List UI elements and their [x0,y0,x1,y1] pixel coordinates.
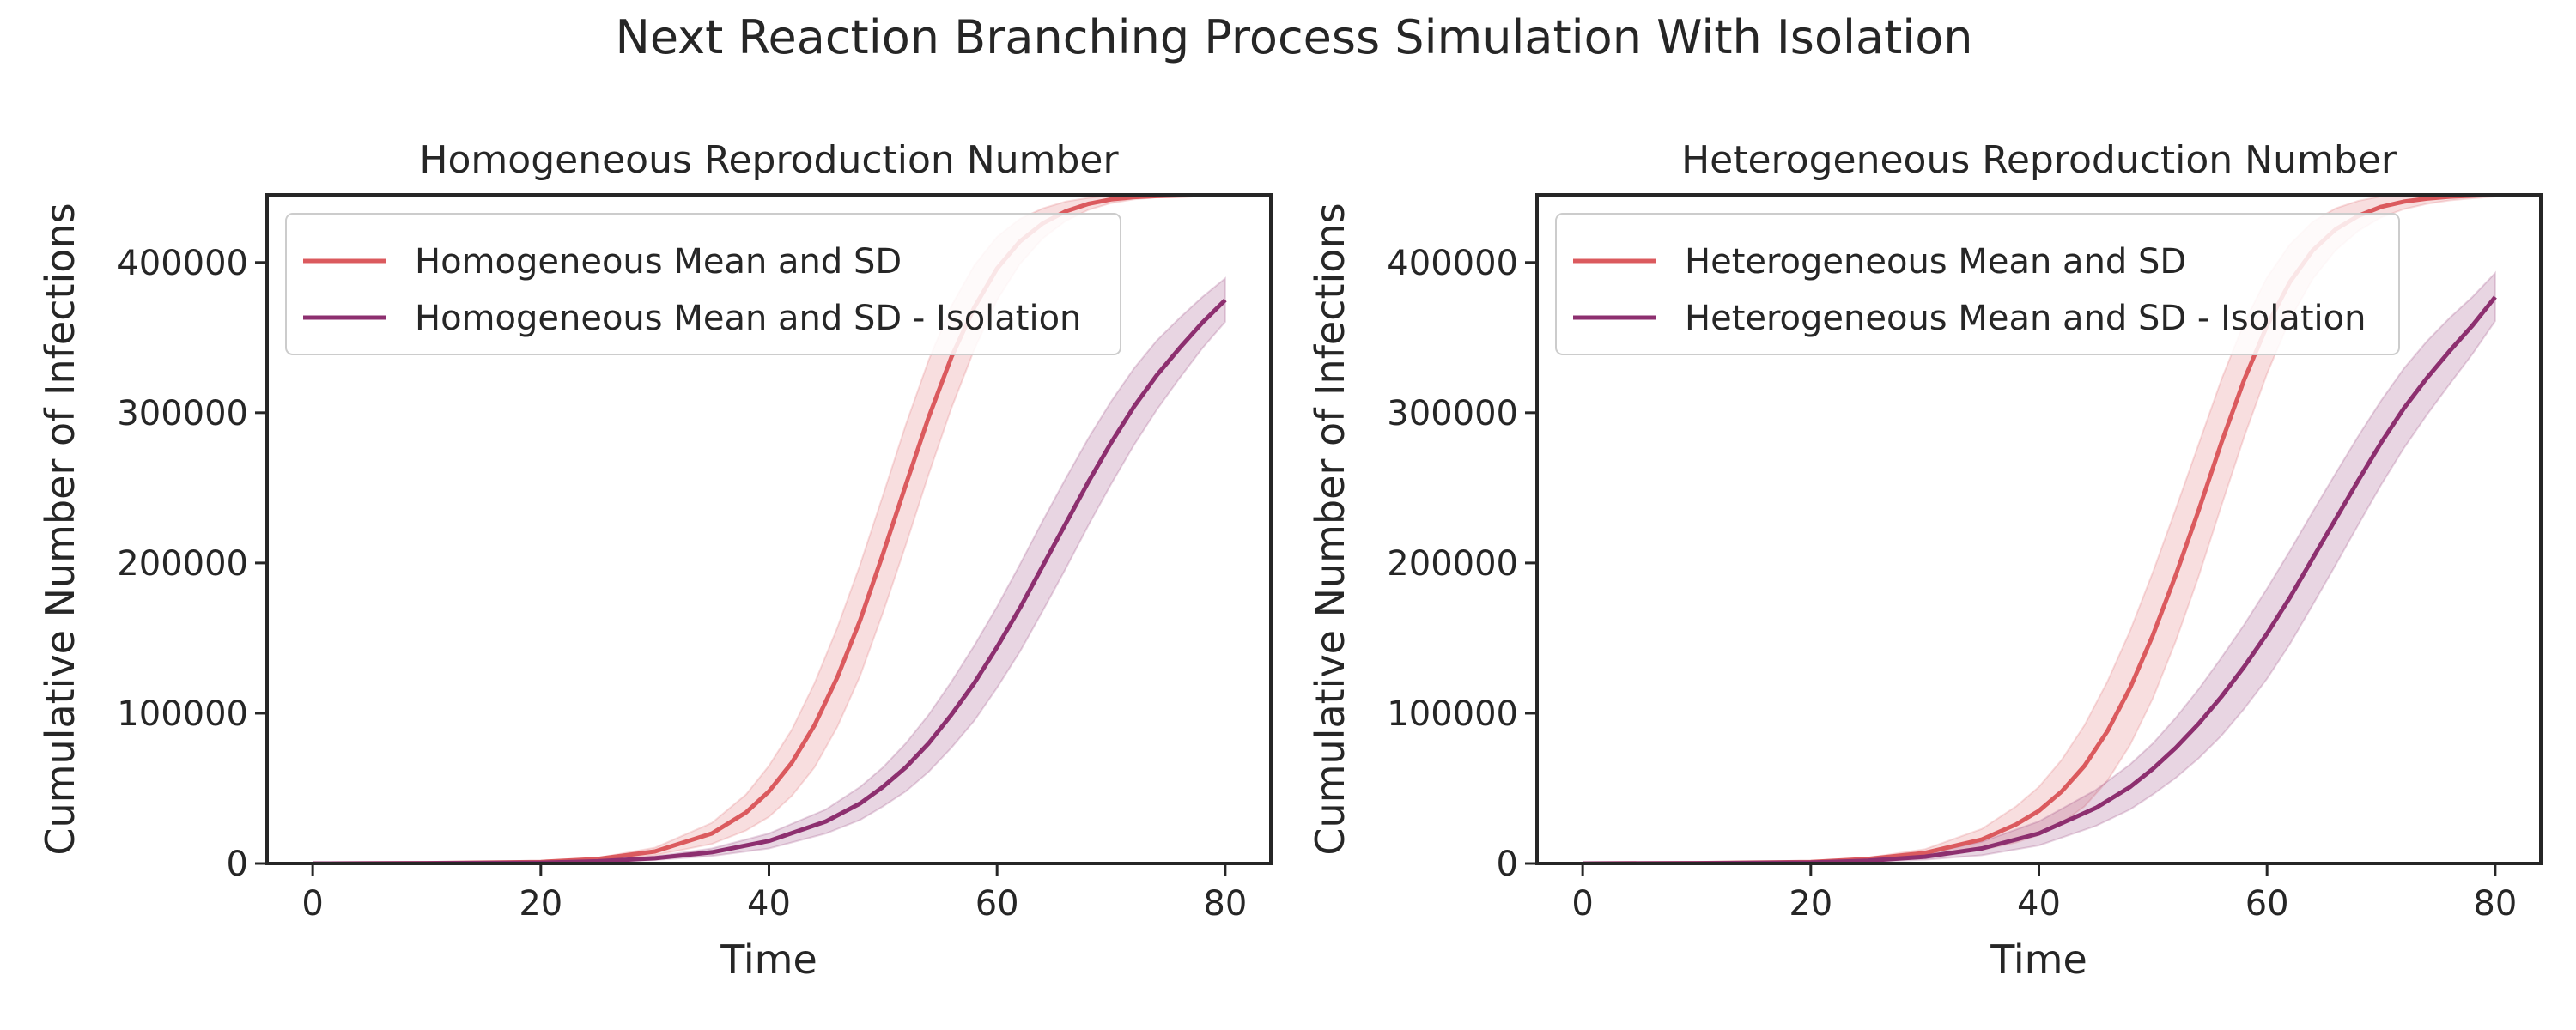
heterogeneous-mean-and-sd-isolation-mean-line [1583,295,2497,863]
plot-area [313,195,1227,863]
x-axis-label: Time [1990,936,2087,983]
plot-area [1583,195,2497,863]
legend-label: Heterogeneous Mean and SD [1685,242,2186,282]
x-tick-label: 40 [747,884,791,924]
y-axis-label: Cumulative Number of Infections [1307,203,1353,855]
panel-title: Heterogeneous Reproduction Number [1681,138,2397,182]
x-tick-label: 80 [2473,884,2517,924]
legend: Homogeneous Mean and SD Homogeneous Mean … [285,213,1121,355]
x-tick-label: 20 [1789,884,1832,924]
x-tick-label: 60 [975,884,1019,924]
homogeneous-mean-and-sd-isolation-mean-line [313,298,1227,863]
panel-title: Homogeneous Reproduction Number [419,138,1119,182]
y-tick-label: 200000 [1387,544,1518,584]
legend-label: Heterogeneous Mean and SD - Isolation [1685,299,2366,338]
y-tick-label: 100000 [117,694,248,734]
x-tick-label: 0 [301,884,323,924]
legend-label: Homogeneous Mean and SD [415,242,902,282]
panel-homogeneous: Homogeneous Reproduction Number 0 20 40 60 80… [37,138,1273,983]
figure-suptitle: Next Reaction Branching Process Simulati… [615,10,1972,64]
x-axis-label: Time [720,936,817,983]
y-tick-label: 400000 [1387,244,1518,283]
y-tick-label: 400000 [117,244,248,283]
y-tick-label: 200000 [117,544,248,584]
homogeneous-mean-and-sd-sd-band [313,195,1226,863]
x-tick-label: 20 [519,884,562,924]
legend-box [1555,213,2400,355]
heterogeneous-mean-and-sd-mean-line [1583,195,2495,863]
heterogeneous-mean-and-sd-isolation-sd-band [1583,270,2496,863]
y-tick-label: 300000 [117,394,248,433]
y-tick-label: 300000 [1387,394,1518,433]
x-tick-label: 80 [1203,884,1247,924]
x-tick-label: 0 [1571,884,1593,924]
legend: Heterogeneous Mean and SD Heterogeneous M… [1555,213,2400,355]
x-tick-label: 60 [2245,884,2289,924]
panel-heterogeneous: Heterogeneous Reproduction Number 0 20 40 60… [1307,138,2543,983]
y-tick-label: 0 [1497,845,1518,884]
heterogeneous-mean-and-sd-sd-band [1583,195,2496,863]
y-axis-label: Cumulative Number of Infections [37,203,83,855]
homogeneous-mean-and-sd-mean-line [313,195,1225,863]
y-tick-label: 100000 [1387,694,1518,734]
y-tick-label: 0 [227,845,248,884]
x-tick-label: 40 [2017,884,2061,924]
legend-label: Homogeneous Mean and SD - Isolation [415,299,1081,338]
legend-box [285,213,1121,355]
